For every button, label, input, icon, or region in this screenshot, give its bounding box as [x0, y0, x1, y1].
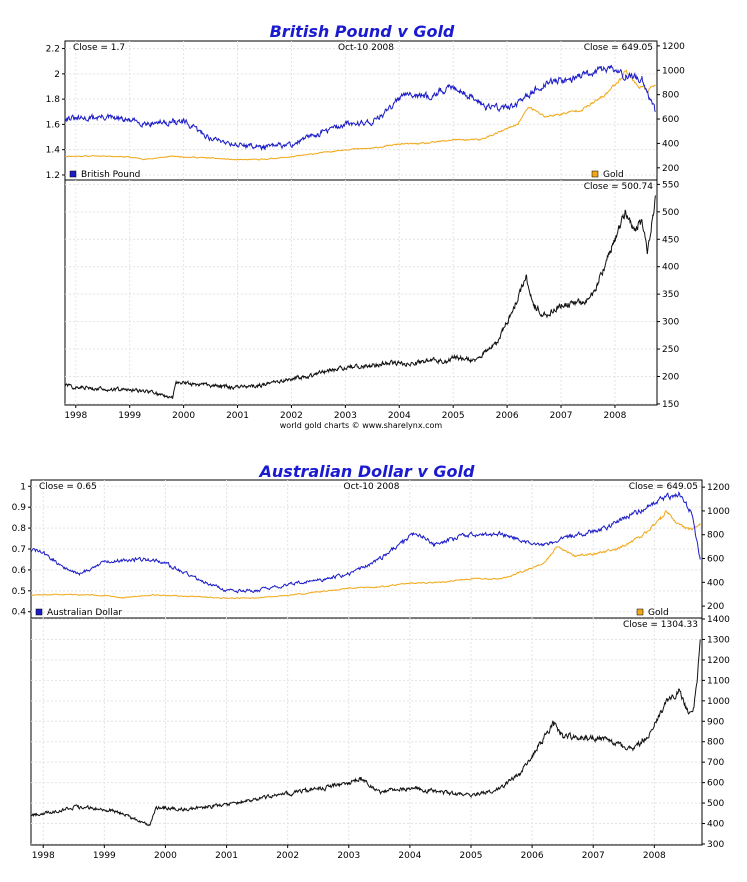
x-tick-label: 2004 [398, 851, 421, 861]
right-tick-label: 600 [662, 115, 679, 125]
gold-close-label: Close = 649.05 [584, 43, 653, 53]
left-tick-label: 0.6 [12, 566, 27, 576]
right-tick-label: 800 [707, 738, 724, 748]
left-tick-label: 0.8 [12, 524, 27, 534]
legend-label-gold: Gold [648, 608, 669, 618]
top-panel-frame [64, 40, 658, 181]
left-tick-label: 0.4 [12, 608, 27, 618]
right-tick-label: 1200 [707, 656, 730, 666]
currency-line [30, 491, 701, 594]
right-tick-label: 1000 [662, 66, 685, 76]
date-label: Oct-10 2008 [343, 482, 399, 492]
x-tick-label: 2003 [334, 411, 357, 421]
legend-swatch-gold [591, 170, 599, 178]
x-tick-label: 2000 [154, 851, 177, 861]
x-tick-label: 2007 [582, 851, 605, 861]
right-tick-label: 300 [707, 840, 724, 850]
right-tick-label: 800 [707, 531, 724, 541]
currency-close-label: Close = 0.65 [39, 482, 97, 492]
x-tick-label: 2001 [215, 851, 238, 861]
ratio-line [30, 639, 701, 827]
x-tick-label: 2007 [550, 411, 573, 421]
left-tick-label: 1 [20, 482, 26, 492]
x-tick-label: 2004 [388, 411, 411, 421]
x-tick-label: 2002 [276, 851, 299, 861]
legend-swatch-currency [69, 170, 77, 178]
left-tick-label: 1.2 [46, 171, 60, 181]
x-tick-label: 1998 [64, 411, 87, 421]
left-tick-label: 2.2 [46, 45, 60, 55]
right-tick-label: 200 [707, 602, 724, 612]
legend-swatch-currency [35, 608, 43, 616]
right-tick-label: 200 [662, 372, 679, 382]
right-tick-label: 700 [707, 758, 724, 768]
left-tick-label: 0.5 [12, 587, 26, 597]
bottom-panel-frame [64, 179, 658, 406]
left-tick-label: 0.9 [12, 503, 27, 513]
source-credit: world gold charts © www.sharelynx.com [280, 421, 443, 430]
legend-label-currency: British Pound [81, 170, 140, 180]
currency-line [64, 64, 656, 152]
right-tick-label: 400 [662, 139, 679, 149]
right-tick-label: 1100 [707, 676, 730, 686]
right-tick-label: 900 [707, 717, 724, 727]
right-tick-label: 1200 [662, 42, 685, 52]
x-tick-label: 2006 [521, 851, 544, 861]
x-tick-label: 2001 [226, 411, 249, 421]
x-tick-label: 2006 [496, 411, 519, 421]
right-tick-label: 250 [662, 345, 679, 355]
right-tick-label: 1000 [707, 507, 730, 517]
gold-price-line [31, 510, 701, 600]
left-tick-label: 2 [54, 70, 60, 80]
chart-title: British Pound v Gold [270, 22, 455, 41]
left-tick-label: 1.4 [46, 146, 61, 156]
x-tick-label: 2008 [603, 411, 626, 421]
bottom-panel-frame [30, 617, 703, 846]
right-tick-label: 400 [707, 820, 724, 830]
right-tick-label: 1000 [707, 697, 730, 707]
left-tick-label: 0.7 [12, 545, 26, 555]
legend-swatch-gold [636, 608, 644, 616]
right-tick-label: 600 [707, 555, 724, 565]
right-tick-label: 500 [707, 799, 724, 809]
gold-price-line [64, 69, 656, 161]
right-tick-label: 800 [662, 91, 679, 101]
date-label: Oct-10 2008 [338, 43, 394, 53]
left-tick-label: 1.8 [46, 95, 61, 105]
right-tick-label: 300 [662, 318, 679, 328]
x-tick-label: 2005 [442, 411, 465, 421]
right-tick-label: 500 [662, 208, 679, 218]
ratio-close-label: Close = 1304.33 [623, 620, 698, 630]
x-tick-label: 2003 [337, 851, 360, 861]
right-tick-label: 550 [662, 180, 679, 190]
right-tick-label: 1200 [707, 483, 730, 493]
right-tick-label: 350 [662, 290, 679, 300]
right-tick-label: 400 [662, 263, 679, 273]
x-tick-label: 2000 [172, 411, 195, 421]
x-tick-label: 2008 [643, 851, 666, 861]
right-tick-label: 1400 [707, 615, 730, 625]
x-tick-label: 2002 [280, 411, 303, 421]
gold-close-label: Close = 649.05 [629, 482, 698, 492]
right-tick-label: 200 [662, 164, 679, 174]
right-tick-label: 1300 [707, 635, 730, 645]
right-tick-label: 150 [662, 400, 679, 410]
x-tick-label: 1999 [93, 851, 116, 861]
right-tick-label: 600 [707, 779, 724, 789]
x-tick-label: 1998 [32, 851, 55, 861]
right-tick-label: 450 [662, 235, 679, 245]
currency-close-label: Close = 1.7 [73, 43, 125, 53]
ratio-close-label: Close = 500.74 [584, 182, 654, 192]
x-tick-label: 2005 [460, 851, 483, 861]
chart-title: Australian Dollar v Gold [258, 462, 475, 481]
legend-label-gold: Gold [603, 170, 624, 180]
right-tick-label: 400 [707, 578, 724, 588]
ratio-line [65, 195, 656, 400]
x-tick-label: 1999 [118, 411, 141, 421]
legend-label-currency: Australian Dollar [47, 608, 122, 618]
left-tick-label: 1.6 [46, 120, 61, 130]
